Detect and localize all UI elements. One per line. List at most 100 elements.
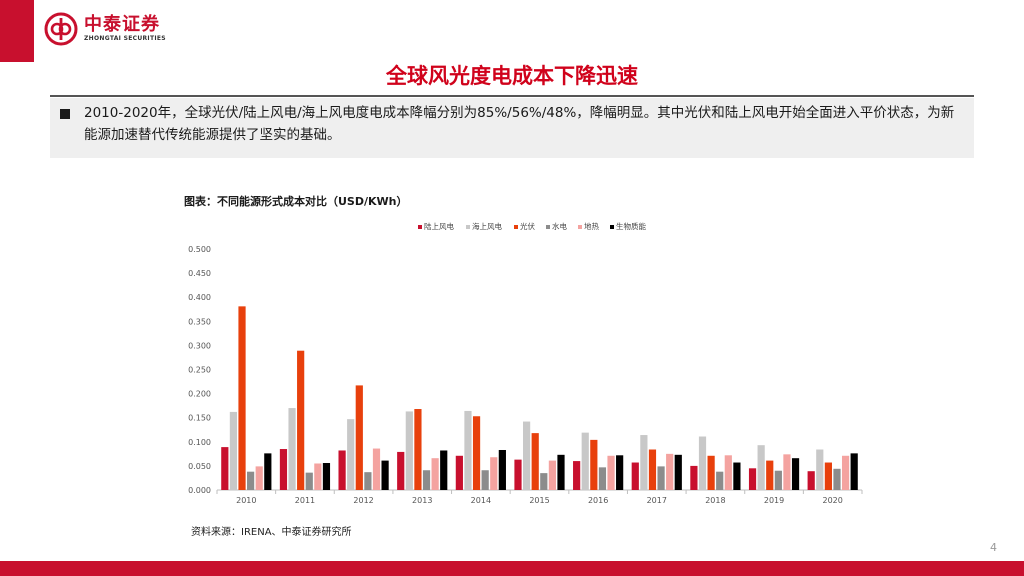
legend-swatch xyxy=(418,225,422,229)
bar-2014-s0 xyxy=(455,455,463,490)
x-tick-label: 2018 xyxy=(705,496,725,505)
x-tick-label: 2011 xyxy=(295,496,315,505)
bar-2018-s1 xyxy=(698,436,707,490)
legend-label: 海上风电 xyxy=(472,221,502,231)
x-tick-label: 2014 xyxy=(471,496,491,505)
bar-2020-s5 xyxy=(850,453,858,490)
summary-box: 2010-2020年，全球光伏/陆上风电/海上风电度电成本降幅分别为85%/56… xyxy=(50,98,974,158)
bar-2020-s3 xyxy=(833,468,841,490)
bar-2011-s0 xyxy=(279,449,288,490)
y-tick-label: 0.100 xyxy=(188,438,211,447)
y-tick-label: 0.200 xyxy=(188,390,211,399)
y-tick-label: 0.150 xyxy=(188,414,211,423)
bar-2015-s5 xyxy=(557,454,565,490)
bar-2018-s3 xyxy=(716,471,724,490)
bar-2019-s3 xyxy=(774,470,782,490)
bar-2020-s1 xyxy=(816,449,824,490)
bar-2020-s4 xyxy=(841,455,850,490)
bar-2013-s5 xyxy=(440,450,448,490)
bar-2012-s5 xyxy=(381,460,389,490)
y-tick-label: 0.300 xyxy=(188,341,211,350)
bar-2016-s3 xyxy=(598,467,607,490)
bar-2010-s4 xyxy=(255,466,263,490)
bar-2012-s3 xyxy=(364,472,372,490)
source-note: 资料来源：IRENA、中泰证券研究所 xyxy=(191,527,352,538)
bar-2016-s0 xyxy=(573,461,581,490)
bar-2013-s1 xyxy=(405,411,413,490)
legend-label: 地热 xyxy=(584,221,599,231)
bar-2014-s5 xyxy=(498,449,506,490)
bar-2017-s2 xyxy=(648,449,657,490)
logo-name-en: ZHONGTAI SECURITIES xyxy=(84,35,166,42)
x-tick-label: 2016 xyxy=(588,496,608,505)
bar-2015-s0 xyxy=(514,459,522,490)
bar-2020-s0 xyxy=(807,471,815,490)
y-tick-label: 0.050 xyxy=(188,462,211,471)
bar-2019-s2 xyxy=(766,460,774,490)
bar-2012-s2 xyxy=(355,385,363,490)
y-tick-label: 0.500 xyxy=(188,245,211,254)
bar-2018-s4 xyxy=(724,455,732,490)
y-tick-label: 0.350 xyxy=(188,317,211,326)
bar-2017-s5 xyxy=(674,454,682,490)
bar-2016-s1 xyxy=(581,432,589,490)
chart-caption: 图表：不同能源形式成本对比（USD/KWh） xyxy=(184,195,408,208)
page-number: 4 xyxy=(990,541,997,554)
bar-2011-s1 xyxy=(288,408,296,490)
legend-label: 陆上风电 xyxy=(424,221,454,231)
bar-2015-s3 xyxy=(540,473,548,490)
bar-2010-s3 xyxy=(247,471,255,490)
bar-2013-s3 xyxy=(422,470,431,490)
bar-2019-s5 xyxy=(791,458,800,490)
bar-2017-s1 xyxy=(640,435,648,490)
bar-2013-s4 xyxy=(431,458,439,490)
x-tick-label: 2020 xyxy=(823,496,843,505)
y-tick-label: 0.450 xyxy=(188,269,211,278)
title-divider xyxy=(50,95,974,97)
bar-2017-s0 xyxy=(631,462,639,490)
x-tick-label: 2017 xyxy=(647,496,667,505)
y-tick-label: 0.250 xyxy=(188,366,211,375)
page-title: 全球风光度电成本下降迅速 xyxy=(386,63,638,88)
bar-2012-s1 xyxy=(347,419,355,490)
bar-2015-s2 xyxy=(531,433,539,490)
bar-2014-s2 xyxy=(472,416,481,490)
bar-2020-s2 xyxy=(824,462,832,490)
bar-2019-s4 xyxy=(783,454,791,490)
legend-label: 水电 xyxy=(552,221,567,231)
square-bullet-icon xyxy=(60,109,70,119)
logo-name-cn: 中泰证券 xyxy=(84,14,160,35)
x-tick-label: 2010 xyxy=(236,496,256,505)
bar-2017-s3 xyxy=(657,466,665,490)
bar-2010-s1 xyxy=(229,411,238,490)
bar-2016-s4 xyxy=(607,455,615,490)
summary-text: 2010-2020年，全球光伏/陆上风电/海上风电度电成本降幅分别为85%/56… xyxy=(84,105,955,143)
bar-2011-s3 xyxy=(305,472,313,490)
x-tick-label: 2015 xyxy=(529,496,549,505)
legend-swatch xyxy=(578,225,582,229)
brand-bottom-bar xyxy=(0,561,1024,576)
bar-2010-s0 xyxy=(221,447,229,490)
bar-2015-s1 xyxy=(523,421,531,490)
y-tick-label: 0.400 xyxy=(188,293,211,302)
bar-2012-s0 xyxy=(338,450,346,490)
bar-2015-s4 xyxy=(548,460,556,490)
bar-2014-s3 xyxy=(481,470,489,490)
y-tick-label: 0.000 xyxy=(188,486,211,495)
company-logo: 中泰证券 ZHONGTAI SECURITIES xyxy=(44,12,166,46)
legend-label: 生物质能 xyxy=(616,221,646,231)
bar-2010-s2 xyxy=(238,306,246,490)
bar-2019-s0 xyxy=(748,468,757,490)
bar-2010-s5 xyxy=(264,453,272,490)
bar-2011-s5 xyxy=(322,463,331,490)
bar-2011-s2 xyxy=(297,350,305,490)
legend-swatch xyxy=(546,225,550,229)
legend-swatch xyxy=(610,225,614,229)
bar-2013-s2 xyxy=(414,409,422,490)
bar-2018-s0 xyxy=(690,465,698,490)
bar-2018-s2 xyxy=(707,455,715,490)
x-tick-label: 2019 xyxy=(764,496,784,505)
bar-2016-s2 xyxy=(590,439,598,490)
bar-2011-s4 xyxy=(314,463,322,490)
bar-2014-s1 xyxy=(464,410,472,490)
